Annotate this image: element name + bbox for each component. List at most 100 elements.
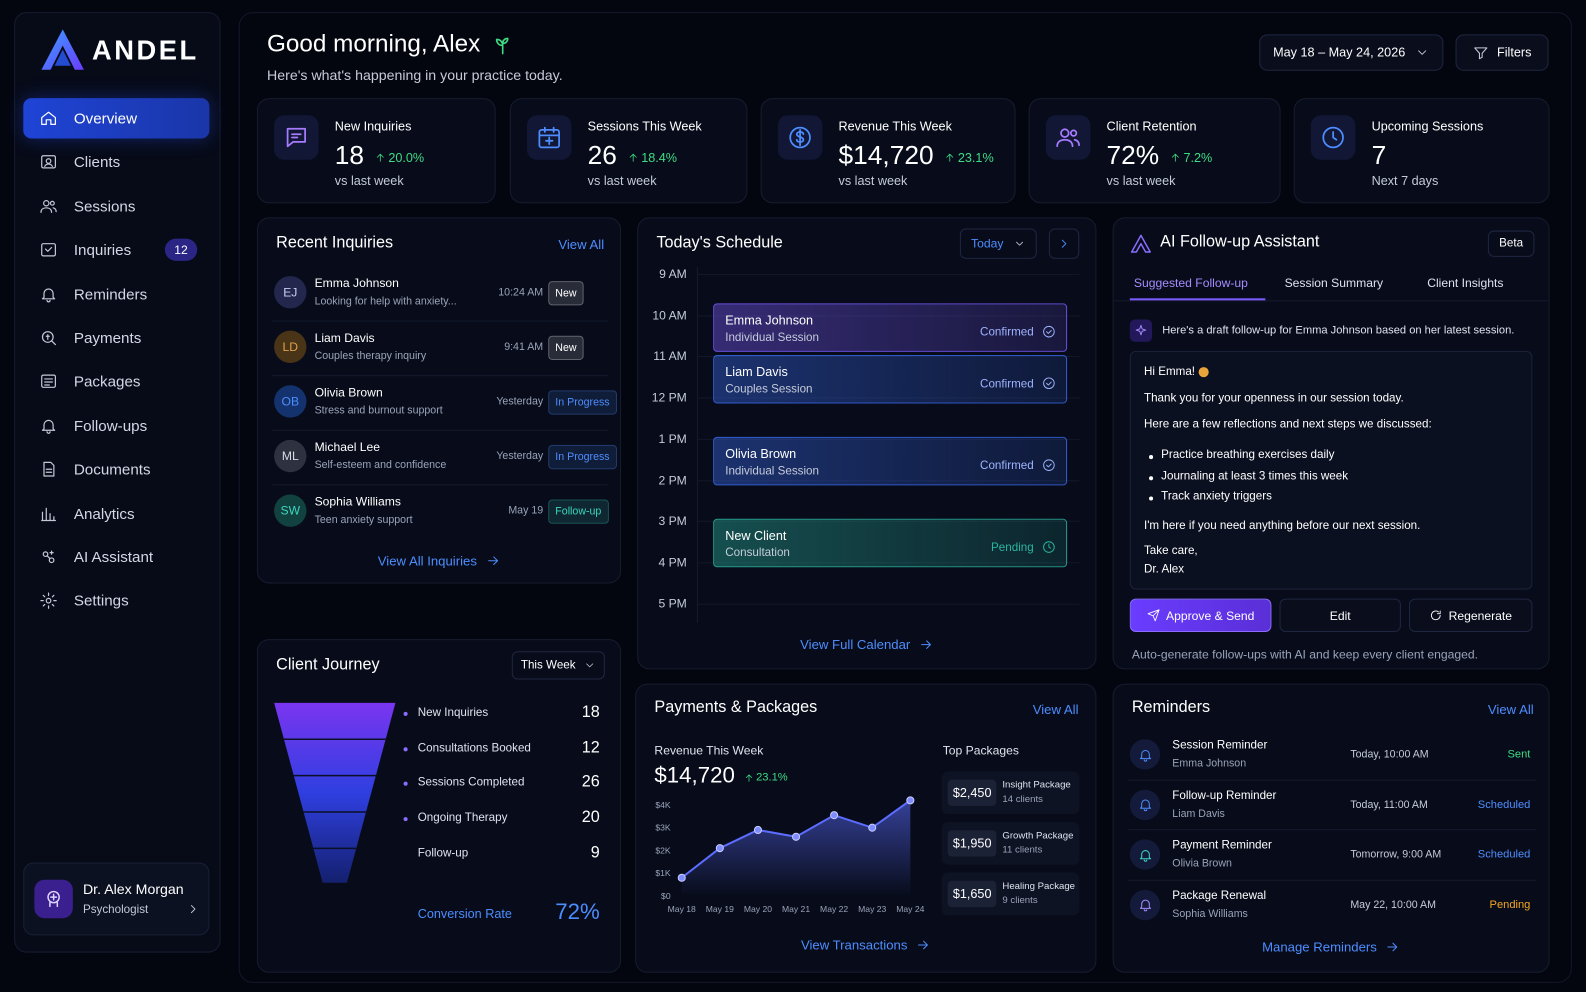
icon-shape	[1061, 239, 1067, 248]
event[interactable]: Olivia Brown Individual Session Confirmed	[713, 436, 1068, 486]
stat-note: vs last week	[587, 173, 657, 189]
icon-shape	[1135, 324, 1147, 336]
icon-shape	[42, 551, 49, 558]
status-badge: In Progress	[548, 390, 617, 415]
event-status: Confirmed	[980, 378, 1034, 391]
inquiry-note: Looking for help with anxiety...	[314, 295, 457, 308]
stat-change: 7.2%	[1169, 150, 1212, 164]
approve-send-button[interactable]: Approve & Send	[1129, 598, 1272, 633]
icon-shape	[45, 334, 50, 340]
event[interactable]: New Client Consultation Pending	[713, 518, 1068, 568]
icon-shape	[41, 331, 54, 343]
nav-item[interactable]: Analytics	[23, 493, 209, 533]
icon-shape	[40, 199, 57, 213]
icon-shape	[495, 37, 509, 55]
nav-item[interactable]: AI Assistant	[23, 537, 209, 577]
icon-shape	[495, 37, 509, 55]
assistant-note: Auto-generate follow-ups with AI and kee…	[1131, 647, 1478, 662]
nav-item[interactable]: Follow-ups	[23, 405, 209, 445]
icon-shape	[49, 893, 59, 908]
icon-shape	[43, 461, 55, 477]
regenerate-button[interactable]: Regenerate	[1408, 598, 1533, 633]
icon-shape	[190, 905, 196, 914]
reminder-title: Follow-up Reminder	[1172, 789, 1277, 802]
icon-shape	[1418, 50, 1427, 55]
stat-value: 7	[1371, 139, 1387, 170]
bell-icon	[1129, 789, 1161, 820]
user-card[interactable]: Dr. Alex Morgan Psychologist	[23, 862, 210, 936]
view-full-calendar[interactable]: View Full Calendar	[638, 637, 1095, 652]
view-transactions[interactable]: View Transactions	[636, 937, 1095, 953]
greeting-line: Hi Emma!	[1144, 366, 1210, 378]
point	[791, 832, 801, 841]
nav-label: Analytics	[73, 505, 135, 523]
intro: Here's a draft follow-up for Emma Johnso…	[1162, 324, 1515, 337]
nav-item[interactable]: Clients	[23, 142, 209, 182]
package-price: $2,450	[947, 779, 997, 806]
inquiry-name: Olivia Brown	[314, 385, 383, 400]
nav-item[interactable]: Sessions	[23, 186, 209, 226]
y-tick-label: $2K	[655, 845, 671, 855]
icon-shape	[40, 206, 53, 213]
icon-shape	[1143, 808, 1147, 812]
y-tick-label: $0	[661, 891, 671, 901]
icon-shape	[1143, 758, 1147, 762]
chevron	[186, 902, 200, 916]
icon-shape	[487, 556, 498, 566]
nav-item[interactable]: Overview	[23, 98, 210, 139]
nav-label: Packages	[73, 373, 141, 391]
reminder-time: May 22, 10:00 AM	[1350, 898, 1436, 911]
tab[interactable]: Session Summary	[1284, 276, 1384, 291]
icon-shape	[1387, 942, 1398, 952]
view-all[interactable]: View All	[558, 237, 604, 252]
view-all[interactable]: View All	[1488, 702, 1534, 717]
event-name: Liam Davis	[725, 365, 788, 380]
icon-shape	[41, 243, 56, 257]
icon-shape	[41, 507, 56, 521]
date-range-button[interactable]: May 18 – May 24, 2026	[1259, 34, 1444, 71]
time-label: 3 PM	[658, 513, 687, 529]
bullet-dot	[1149, 455, 1154, 460]
nav-item[interactable]: Packages	[23, 361, 209, 401]
event[interactable]: Emma Johnson Individual Session Confirmed	[713, 303, 1068, 352]
filters-button[interactable]: Filters	[1455, 34, 1549, 71]
user-name: Dr. Alex Morgan	[82, 880, 184, 897]
icon-shape	[41, 507, 56, 521]
tab[interactable]: Client Insights	[1427, 276, 1504, 291]
signoff: Take care,	[1143, 545, 1198, 558]
nav-item[interactable]: Settings	[23, 581, 209, 621]
nav-item[interactable]: Reminders	[23, 274, 209, 314]
nav-icon	[39, 153, 57, 171]
revenue: $14,720	[654, 762, 735, 788]
event-name: Emma Johnson	[725, 313, 814, 328]
view-all-inquiries[interactable]: View All Inquiries	[258, 553, 620, 568]
icon-shape	[1332, 131, 1338, 141]
next-button	[1048, 228, 1080, 259]
stage-value: 20	[581, 809, 600, 827]
reminder-time: Tomorrow, 9:00 AM	[1350, 848, 1442, 861]
tab[interactable]: Suggested Follow-up	[1133, 276, 1248, 291]
icon-shape	[43, 199, 50, 207]
stat-change-text: 7.2%	[1183, 150, 1213, 165]
nav-item[interactable]: Inquiries 12	[23, 230, 209, 270]
period-dropdown[interactable]: This Week	[511, 651, 605, 680]
nav-item[interactable]: Documents	[23, 449, 209, 489]
view-all[interactable]: View All	[1033, 702, 1079, 717]
edit-button[interactable]: Edit	[1279, 598, 1401, 633]
inquiry-time: Yesterday	[496, 395, 544, 408]
nav-item[interactable]: Payments	[23, 318, 209, 358]
time-label: 4 PM	[658, 555, 687, 570]
day-dropdown[interactable]: Today	[959, 228, 1037, 259]
nav-label: Settings	[73, 592, 129, 611]
manage-reminders[interactable]: Manage Reminders	[1114, 939, 1549, 955]
icon-shape	[44, 163, 53, 168]
icon-shape	[1061, 239, 1067, 248]
event[interactable]: Liam Davis Couples Session Confirmed	[713, 354, 1068, 404]
stat-card: New Inquiries 18 20.0% vs last week	[256, 98, 496, 204]
panel-title: AI Follow-up Assistant	[1160, 233, 1320, 251]
area	[681, 800, 911, 896]
panel-title: Reminders	[1131, 698, 1211, 716]
stat-change: 20.0%	[374, 150, 424, 164]
stage-dot	[403, 746, 408, 752]
icon-shape	[1043, 325, 1055, 338]
